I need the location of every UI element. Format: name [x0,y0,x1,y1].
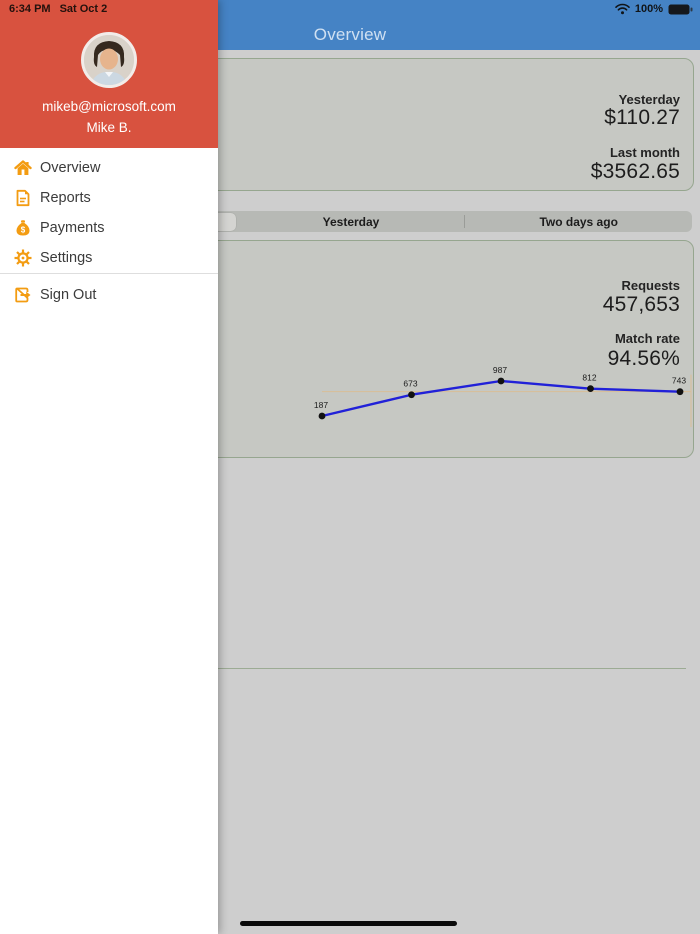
earnings-lastmonth-label: Last month [609,145,680,160]
profile-name: Mike B. [86,120,132,135]
segment-two-days-ago[interactable]: Two days ago [539,214,618,229]
battery-icon [668,4,693,14]
wifi-icon [615,3,630,15]
segment-yesterday[interactable]: Yesterday [322,214,380,229]
card-separator [14,668,686,669]
profile-email: mikeb@microsoft.com [42,99,176,114]
requests-label: Requests [621,278,680,293]
svg-text:$: $ [21,226,26,235]
sidebar-item-label: Overview [40,160,101,176]
sidebar-item-label: Reports [40,190,91,206]
match-rate-value: 94.56% [607,347,680,370]
requests-value: 457,653 [602,293,680,316]
avatar-photo [84,35,134,85]
earnings-yesterday-value: $110.27 [604,106,680,129]
earnings-yesterday-label: Yesterday [618,92,680,107]
sidebar-item-settings[interactable]: Settings [0,243,218,273]
report-icon [16,189,30,207]
avatar[interactable] [81,32,137,88]
status-date: Sat Oct 2 [59,3,108,15]
segment-divider [464,215,466,228]
sidebar-profile-header: 6:34 PM Sat Oct 2 mikeb@microsoft.com Mi… [0,0,218,148]
home-icon [14,160,32,175]
page-title: Overview [313,25,387,44]
sidebar-item-label: Settings [40,250,93,266]
home-indicator[interactable] [240,921,457,926]
battery-percent: 100% [634,3,663,15]
match-rate-label: Match rate [614,331,680,346]
sidebar-drawer: 6:34 PM Sat Oct 2 mikeb@microsoft.com Mi… [0,0,218,934]
sidebar-item-payments[interactable]: $ Payments [0,213,218,243]
earnings-lastmonth-value: $3562.65 [590,160,680,183]
status-bar-right: 100% [615,3,693,15]
sidebar-item-label: Payments [40,220,105,236]
status-time: 6:34 PM [9,3,51,15]
sidebar-item-reports[interactable]: Reports [0,183,218,213]
sidebar-item-label: Sign Out [40,287,97,303]
sidebar-item-sign-out[interactable]: Sign Out [0,280,218,310]
sidebar-item-overview[interactable]: Overview [0,153,218,183]
menu-divider [0,273,218,274]
status-bar-left: 6:34 PM Sat Oct 2 [9,3,107,15]
gear-icon [14,249,32,267]
moneybag-icon: $ [16,220,30,236]
sign-out-icon [15,287,31,303]
